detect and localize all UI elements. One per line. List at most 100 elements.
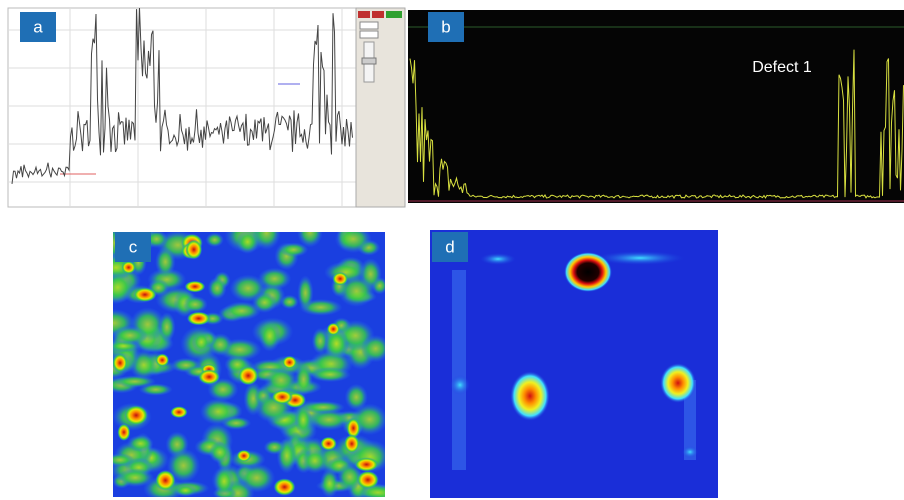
hot-spot xyxy=(170,406,188,419)
hot-spot xyxy=(121,261,136,274)
label-box xyxy=(20,12,56,42)
indicator xyxy=(358,11,370,18)
texture xyxy=(257,267,292,290)
texture xyxy=(297,232,323,248)
texture xyxy=(155,246,176,277)
panel-d: d xyxy=(430,230,718,498)
hot-spot xyxy=(124,405,149,426)
texture xyxy=(126,435,154,452)
texture xyxy=(207,377,239,402)
hot-spot xyxy=(113,353,128,373)
hot-spot xyxy=(236,449,252,462)
plot-area xyxy=(7,7,357,208)
field xyxy=(359,21,379,30)
scan-image xyxy=(450,251,698,470)
defect xyxy=(660,363,696,403)
indicator xyxy=(372,11,384,18)
hot-spot xyxy=(273,478,296,496)
panel-c: c xyxy=(113,232,385,497)
texture xyxy=(238,463,276,493)
waveform xyxy=(409,49,904,199)
field xyxy=(359,30,379,39)
texture xyxy=(199,398,237,426)
texture xyxy=(258,320,281,352)
texture xyxy=(360,334,385,363)
plot-area xyxy=(408,10,904,203)
hot-spot xyxy=(326,322,340,336)
hot-spot xyxy=(332,271,348,286)
texture xyxy=(252,232,281,250)
texture xyxy=(301,448,329,474)
texture xyxy=(294,404,312,436)
hot-spot xyxy=(354,457,379,472)
texture xyxy=(166,448,201,483)
indicator xyxy=(386,11,402,18)
signal xyxy=(450,375,470,395)
panel-a: a xyxy=(7,7,406,208)
defect xyxy=(510,371,550,421)
texture xyxy=(158,312,176,342)
texture xyxy=(308,409,350,431)
hot-spot xyxy=(186,311,211,326)
texture xyxy=(208,441,231,464)
texture xyxy=(279,242,309,257)
texture xyxy=(116,468,155,488)
texture xyxy=(263,439,286,455)
panel-label: a xyxy=(33,17,43,36)
control-panel xyxy=(355,7,406,208)
label-box xyxy=(428,12,464,42)
hot-spot xyxy=(344,434,360,454)
texture xyxy=(182,295,208,313)
hot-spot xyxy=(155,353,170,367)
texture xyxy=(191,330,211,354)
hot-spot xyxy=(346,417,361,439)
label-box xyxy=(115,232,151,262)
panel-label: b xyxy=(441,17,450,36)
grid xyxy=(8,8,356,207)
texture xyxy=(336,463,363,491)
texture xyxy=(264,366,298,394)
hot-spot xyxy=(184,280,206,293)
panel-label: d xyxy=(445,237,454,256)
signal xyxy=(682,446,698,458)
texture xyxy=(320,468,339,497)
texture xyxy=(309,367,351,383)
texture xyxy=(207,276,227,300)
texture xyxy=(323,328,350,359)
hot-spot xyxy=(133,287,157,302)
panel-b: Defect 1 b xyxy=(408,10,904,203)
hot-spot xyxy=(320,436,337,451)
texture xyxy=(280,294,299,310)
waveform xyxy=(11,7,353,184)
annotation: Defect 1 xyxy=(752,59,812,76)
texture xyxy=(113,271,135,304)
hot-spot xyxy=(117,423,131,441)
texture xyxy=(205,232,224,248)
signal xyxy=(480,253,516,265)
texture xyxy=(297,275,314,311)
label-box xyxy=(432,232,468,262)
texture xyxy=(294,363,313,396)
slider-thumb xyxy=(361,57,377,65)
edge-band xyxy=(452,270,466,470)
hot-spot xyxy=(356,470,379,489)
hot-spot xyxy=(282,355,297,369)
hot-spot xyxy=(237,365,259,386)
texture xyxy=(334,232,372,254)
signal xyxy=(595,251,685,265)
hot-spot xyxy=(271,389,294,405)
defect xyxy=(564,252,612,292)
hot-spot xyxy=(185,239,203,260)
hot-spot xyxy=(155,469,176,491)
texture xyxy=(222,301,262,321)
panel-label: c xyxy=(129,237,138,256)
texture xyxy=(138,383,173,396)
texture xyxy=(344,383,368,411)
texture xyxy=(337,275,376,307)
texture xyxy=(113,325,148,346)
hot-spot xyxy=(198,369,221,385)
texture xyxy=(174,484,197,497)
texture xyxy=(213,466,235,497)
